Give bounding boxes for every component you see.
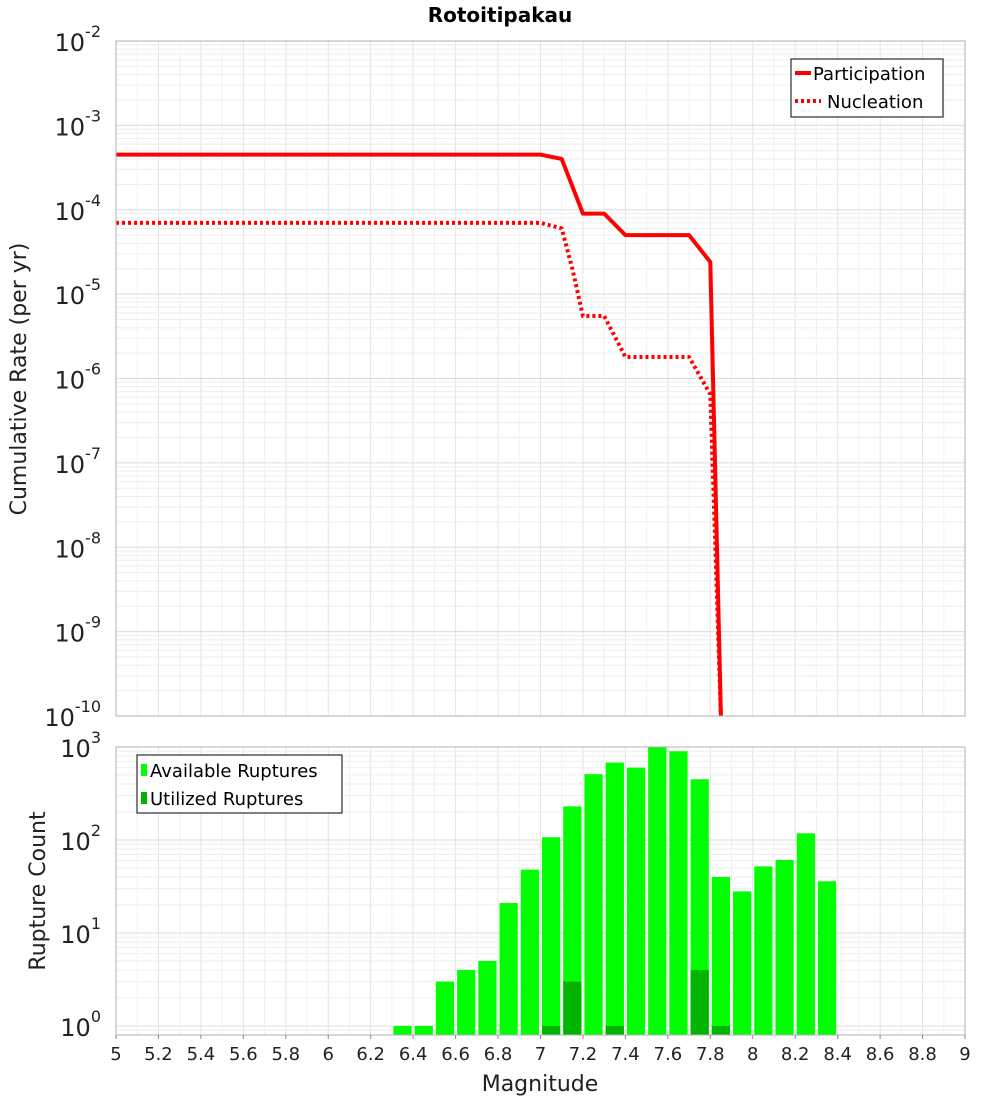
x-tick-label: 8.8 (908, 1044, 937, 1065)
x-tick-label: 6.8 (484, 1044, 513, 1065)
x-tick-label: 7.4 (611, 1044, 640, 1065)
x-tick-label: 9 (959, 1044, 970, 1065)
participation-line (116, 152, 723, 717)
top-legend-box (790, 58, 944, 118)
x-tick-label: 6.6 (441, 1044, 470, 1065)
available-ruptures-bar (520, 869, 539, 1035)
x-tick-label: 5 (110, 1044, 121, 1065)
x-tick-label: 5.2 (144, 1044, 173, 1065)
top-y-tick-label: 10-9 (55, 613, 102, 648)
bottom-y-tick-label: 101 (60, 914, 101, 949)
utilized-ruptures-bar (690, 969, 709, 1035)
utilized-ruptures-bars (542, 969, 731, 1035)
x-tick-label: 7 (535, 1044, 546, 1065)
top-y-tick-label: 10-7 (55, 444, 102, 479)
available-ruptures-bar (563, 806, 582, 1035)
bottom-y-tick-labels: 103 102 101 100 (60, 728, 101, 1042)
available-ruptures-bar (542, 837, 561, 1035)
top-legend: Participation Nucleation (790, 58, 944, 118)
nucleation-line (116, 220, 723, 717)
utilized-legend-label: Utilized Ruptures (150, 789, 303, 810)
available-ruptures-bar (457, 969, 476, 1035)
available-ruptures-bar (435, 981, 455, 1035)
x-tick-label: 8.2 (781, 1044, 810, 1065)
x-tick-label: 8.6 (866, 1044, 895, 1065)
top-plot-frame (115, 40, 966, 717)
available-ruptures-bar (711, 877, 731, 1035)
available-ruptures-bars (393, 747, 837, 1035)
available-legend-label: Available Ruptures (150, 761, 318, 782)
available-ruptures-bar (626, 767, 646, 1035)
top-y-tick-label: 10-8 (55, 528, 102, 563)
available-ruptures-bar (754, 866, 773, 1035)
utilized-legend-swatch (141, 792, 147, 804)
top-y-tick-label: 10-6 (55, 360, 102, 395)
top-y-tick-label: 10-3 (55, 106, 102, 141)
utilized-ruptures-bar (605, 1025, 624, 1035)
top-y-tick-label: 10-4 (55, 191, 102, 226)
bottom-legend: Available Ruptures Utilized Ruptures (136, 754, 343, 814)
participation-legend-label: Participation (813, 64, 925, 85)
available-ruptures-bar (775, 859, 794, 1035)
available-ruptures-bar (817, 881, 837, 1035)
available-ruptures-bar (648, 747, 667, 1035)
x-tick-label: 5.6 (229, 1044, 258, 1065)
top-plot-grid (115, 40, 966, 717)
top-y-tick-label: 10-5 (55, 275, 102, 310)
bottom-y-axis-label: Rupture Count (26, 811, 51, 971)
x-tick-label: 6 (323, 1044, 334, 1065)
x-tick-label: 5.4 (187, 1044, 216, 1065)
x-tick-labels: 5 5.2 5.4 5.6 5.8 6 6.2 6.4 6.6 6.8 7 7.2 7.4 7.6 7.8 8… (110, 1035, 971, 1065)
x-tick-label: 6.2 (356, 1044, 385, 1065)
top-y-tick-label: 10-10 (44, 697, 101, 732)
available-ruptures-bar (478, 960, 497, 1035)
utilized-ruptures-bar (563, 981, 582, 1035)
available-ruptures-bar (669, 751, 688, 1035)
x-tick-label: 8 (747, 1044, 758, 1065)
x-axis-label: Magnitude (482, 1072, 599, 1097)
top-y-axis-label: Cumulative Rate (per yr) (7, 243, 32, 516)
available-ruptures-bar (414, 1025, 433, 1035)
utilized-ruptures-bar (711, 1025, 731, 1035)
nucleation-legend-label: Nucleation (827, 92, 923, 113)
x-tick-label: 8.4 (823, 1044, 852, 1065)
x-tick-label: 7.2 (569, 1044, 598, 1065)
available-ruptures-bar (393, 1025, 412, 1035)
chart-title: Rotoitipakau (428, 3, 573, 27)
utilized-ruptures-bar (542, 1025, 561, 1035)
available-ruptures-bar (796, 833, 815, 1035)
top-y-tick-label: 10-2 (55, 22, 102, 57)
bottom-y-tick-label: 102 (60, 821, 101, 856)
available-ruptures-bar (605, 762, 624, 1035)
available-ruptures-bar (584, 774, 603, 1035)
bottom-legend-box (136, 754, 343, 814)
x-tick-label: 7.6 (654, 1044, 683, 1065)
available-ruptures-bar (499, 903, 518, 1035)
bottom-y-tick-label: 103 (60, 728, 101, 763)
x-tick-label: 7.8 (696, 1044, 725, 1065)
x-tick-label: 6.4 (399, 1044, 428, 1065)
x-tick-label: 5.8 (271, 1044, 300, 1065)
top-y-tick-labels: 10-2 10-3 10-4 10-5 10-6 10-7 10-8 10-9 10-10 (44, 22, 101, 732)
rate-lines (116, 152, 723, 717)
bottom-y-tick-label: 100 (60, 1007, 101, 1042)
available-legend-swatch (141, 764, 147, 776)
available-ruptures-bar (733, 891, 752, 1035)
